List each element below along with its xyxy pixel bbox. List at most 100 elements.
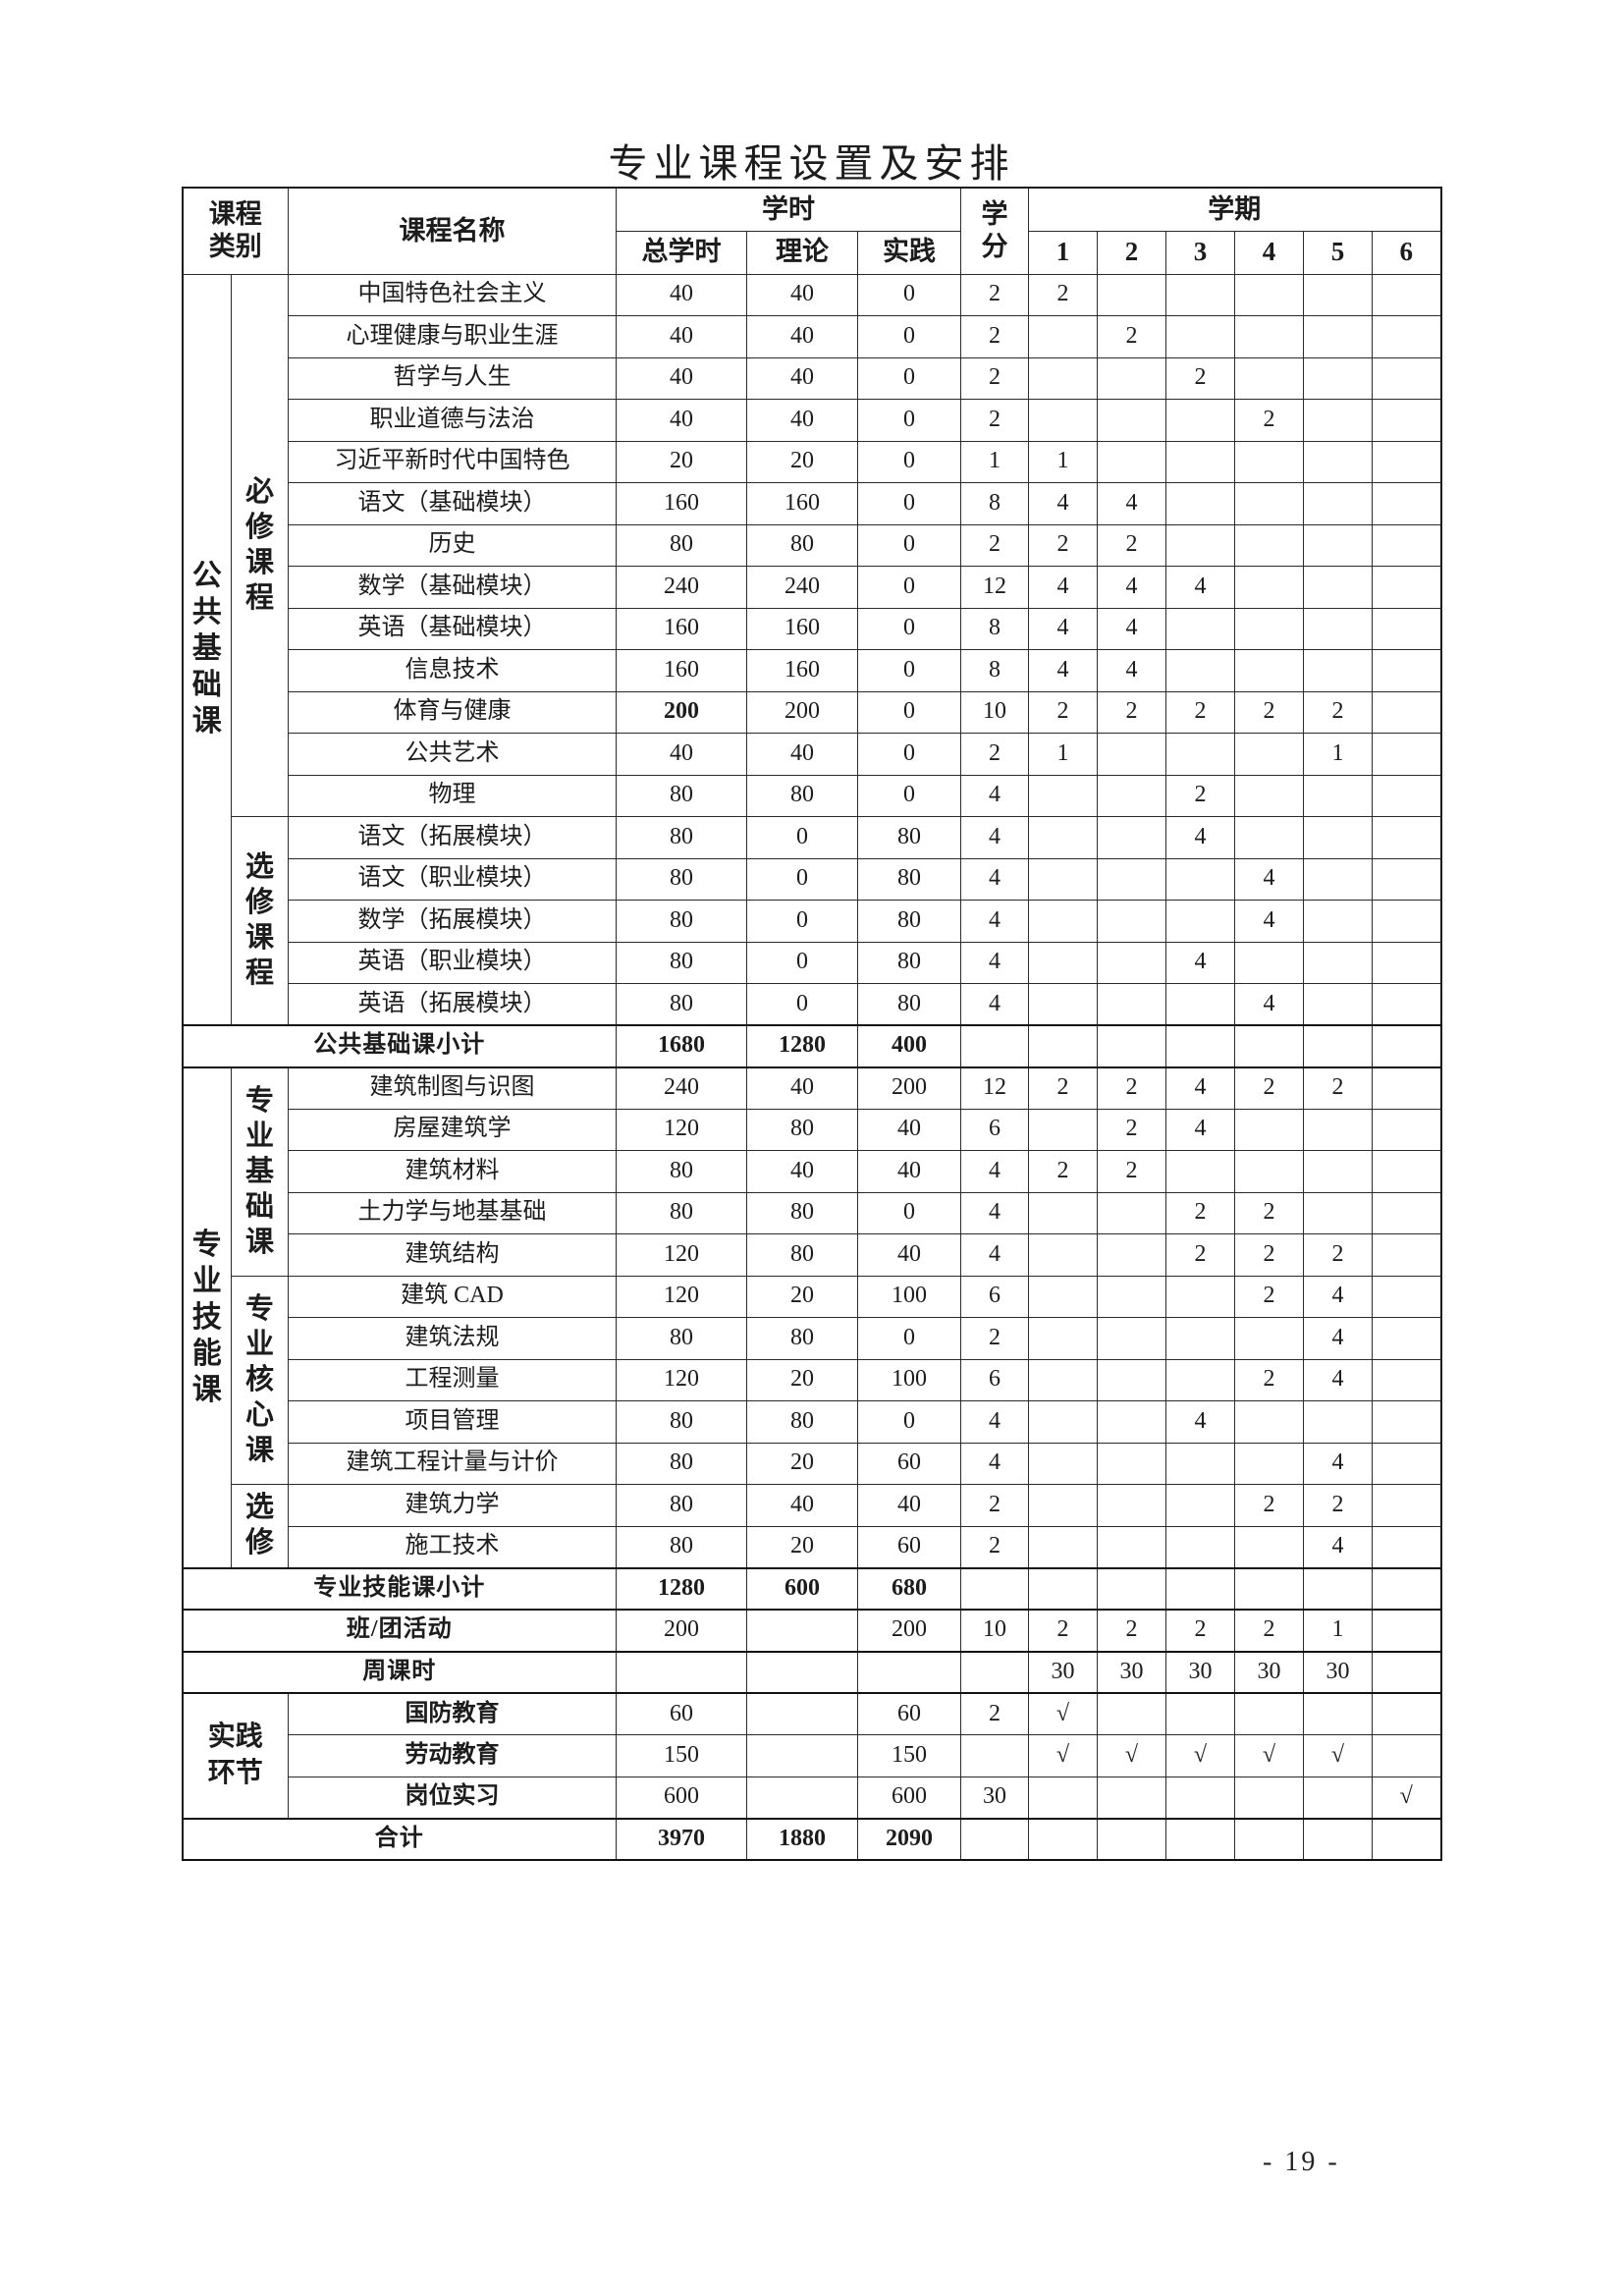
credits: 2 [960,1525,1030,1568]
sem-3: 4 [1165,816,1236,859]
sem-4: 2 [1234,1275,1305,1318]
sem-5 [1303,1776,1374,1819]
sem-2: 2 [1097,690,1167,734]
sem-5 [1303,1692,1374,1735]
sem-2 [1097,1525,1167,1568]
course-name: 建筑法规 [287,1317,617,1360]
sem-5: 2 [1303,690,1374,734]
sem-4 [1234,649,1305,692]
credits: 4 [960,1400,1030,1444]
course-row: 建筑法规 80 80 0 2 4 [182,1317,1442,1360]
credits: 6 [960,1108,1030,1151]
sem-4 [1234,566,1305,609]
theory-hours: 0 [745,900,858,943]
sem-5-check: √ [1303,1734,1374,1777]
sem-4: 2 [1234,1358,1305,1401]
sem-1 [1028,1442,1099,1485]
sem-2 [1097,1275,1167,1318]
total-hours: 120 [615,1233,747,1277]
sem-3 [1165,523,1236,567]
sem-1 [1028,1566,1099,1611]
course-row: 语文（基础模块） 160 160 0 8 4 4 [182,482,1442,525]
practice-hours: 0 [856,607,962,650]
sem-1 [1028,1525,1099,1568]
header-sem-6: 6 [1372,230,1442,275]
summary-label: 班/团活动 [181,1609,617,1653]
sem-4 [1234,774,1305,817]
course-row: 英语（拓展模块） 80 0 80 4 4 [182,983,1442,1026]
total-hours: 80 [615,523,747,567]
credits [960,1024,1030,1068]
total-hours: 200 [615,690,747,734]
credits: 2 [960,523,1030,567]
credits: 4 [960,857,1030,901]
sem-3 [1165,315,1236,358]
course-row: 工程测量 120 20 100 6 2 4 [182,1358,1442,1401]
sem-2 [1097,1191,1167,1234]
sem-4 [1234,1566,1305,1611]
sem-5: 4 [1303,1442,1374,1485]
sem-6 [1372,1275,1442,1318]
sem-4 [1234,356,1305,400]
total-hours: 20 [615,440,747,483]
course-name: 物理 [287,774,617,817]
total-hours: 80 [615,1484,747,1527]
sem-4 [1234,1317,1305,1360]
sem-1 [1028,399,1099,442]
sem-4 [1234,733,1305,776]
sem-1 [1028,1233,1099,1277]
credits: 4 [960,1442,1030,1485]
sem-3 [1165,1024,1236,1068]
sem-3 [1165,1150,1236,1193]
practice-hours: 400 [856,1024,962,1068]
sem-1 [1028,1275,1099,1318]
sem-6 [1372,482,1442,525]
sem-4 [1234,1108,1305,1151]
practice-hours: 0 [856,482,962,525]
sem-1: 2 [1028,1066,1099,1110]
sem-2 [1097,1566,1167,1611]
theory-hours: 40 [745,1150,858,1193]
sem-4 [1234,1525,1305,1568]
sem-3: 2 [1165,690,1236,734]
sem-5 [1303,816,1374,859]
practice-row: 实践环节 国防教育 60 60 2 √ [181,1692,1442,1819]
credits [960,1734,1030,1777]
total-hours: 80 [615,1150,747,1193]
theory-hours: 40 [745,733,858,776]
subcategory-cell: 专业基础课 [230,1066,289,1277]
sem-1 [1028,983,1099,1026]
sem-4 [1234,816,1305,859]
sem-1: 2 [1028,1150,1099,1193]
practice-hours: 0 [856,774,962,817]
sem-2 [1097,1776,1167,1819]
sem-2: 2 [1097,1108,1167,1151]
sem-5 [1303,900,1374,943]
sem-2: 2 [1097,1609,1167,1653]
practice-hours: 100 [856,1275,962,1318]
sem-1: 1 [1028,440,1099,483]
course-name: 建筑 CAD [287,1275,617,1318]
total-hours: 80 [615,857,747,901]
sem-1: 2 [1028,690,1099,734]
total-hours: 240 [615,566,747,609]
course-name: 项目管理 [287,1400,617,1444]
page-number: - 19 - [1263,2147,1340,2177]
sem-4 [1234,1817,1305,1861]
practice-hours: 40 [856,1150,962,1193]
sem-3: 4 [1165,1108,1236,1151]
course-row: 项目管理 80 80 0 4 4 [182,1400,1442,1444]
header-credits-label: 学分 [981,198,1008,262]
sem-5 [1303,1817,1374,1861]
theory-hours [745,1734,858,1777]
sem-1 [1028,1317,1099,1360]
sem-5: 2 [1303,1066,1374,1110]
course-name: 习近平新时代中国特色 [287,440,617,483]
theory-hours: 20 [745,1358,858,1401]
sem-3 [1165,1525,1236,1568]
sem-6 [1372,1442,1442,1485]
sem-2 [1097,273,1167,316]
total-hours: 3970 [615,1817,747,1861]
theory-hours [745,1609,858,1653]
sem-6 [1372,733,1442,776]
